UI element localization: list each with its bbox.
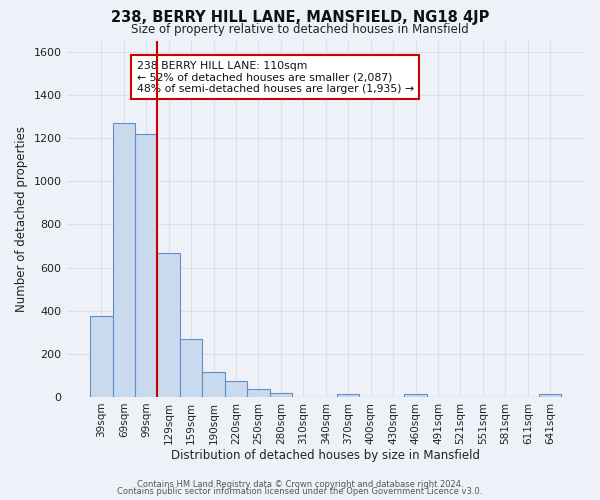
Bar xyxy=(180,338,202,397)
Bar xyxy=(202,372,225,397)
Text: Contains public sector information licensed under the Open Government Licence v3: Contains public sector information licen… xyxy=(118,487,482,496)
Bar xyxy=(247,389,269,397)
Bar xyxy=(90,316,113,397)
Bar xyxy=(225,381,247,397)
Text: Size of property relative to detached houses in Mansfield: Size of property relative to detached ho… xyxy=(131,22,469,36)
Text: 238 BERRY HILL LANE: 110sqm
← 52% of detached houses are smaller (2,087)
48% of : 238 BERRY HILL LANE: 110sqm ← 52% of det… xyxy=(137,60,413,94)
Bar xyxy=(337,394,359,397)
Bar xyxy=(157,254,180,397)
Bar xyxy=(135,134,157,397)
X-axis label: Distribution of detached houses by size in Mansfield: Distribution of detached houses by size … xyxy=(171,450,480,462)
Y-axis label: Number of detached properties: Number of detached properties xyxy=(15,126,28,312)
Bar xyxy=(404,394,427,397)
Text: Contains HM Land Registry data © Crown copyright and database right 2024.: Contains HM Land Registry data © Crown c… xyxy=(137,480,463,489)
Bar xyxy=(113,123,135,397)
Text: 238, BERRY HILL LANE, MANSFIELD, NG18 4JP: 238, BERRY HILL LANE, MANSFIELD, NG18 4J… xyxy=(111,10,489,25)
Bar xyxy=(269,392,292,397)
Bar xyxy=(539,394,562,397)
